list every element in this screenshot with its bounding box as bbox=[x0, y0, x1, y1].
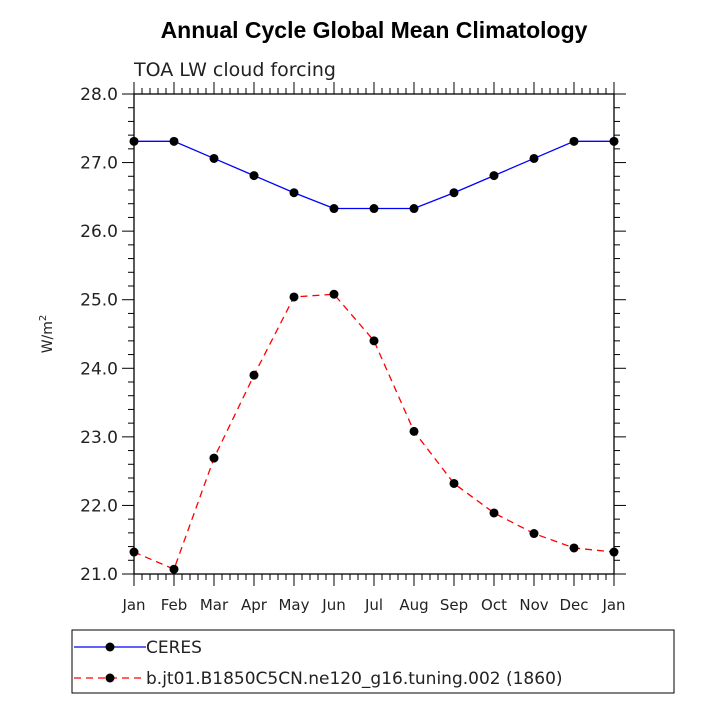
data-point bbox=[569, 136, 579, 146]
data-point bbox=[409, 204, 419, 214]
legend-item-model: b.jt01.B1850C5CN.ne120_g16.tuning.002 (1… bbox=[74, 669, 563, 689]
series-line bbox=[133, 293, 615, 571]
x-tick-label: Jul bbox=[364, 596, 383, 614]
data-point bbox=[169, 564, 179, 574]
series-ceres bbox=[129, 136, 619, 214]
x-tick-label: Sep bbox=[440, 596, 468, 614]
legend-item-ceres: CERES bbox=[74, 638, 202, 658]
data-point bbox=[369, 204, 379, 214]
data-point bbox=[209, 153, 219, 163]
data-point bbox=[569, 543, 579, 553]
x-axis: Jan Feb Mar Apr May Jun Jul Aug Sep Oct Nov Dec Jan bbox=[121, 82, 626, 614]
data-point bbox=[449, 188, 459, 198]
data-point bbox=[209, 453, 219, 463]
x-tick-label: Jan bbox=[121, 596, 145, 614]
y-tick-label: 24.0 bbox=[80, 359, 118, 379]
data-point bbox=[329, 289, 339, 299]
data-point bbox=[129, 547, 139, 557]
data-point bbox=[289, 292, 299, 302]
plot-border bbox=[133, 93, 615, 575]
data-point bbox=[449, 478, 459, 488]
legend-label-ceres: CERES bbox=[146, 638, 202, 658]
data-point bbox=[249, 171, 259, 181]
data-point bbox=[609, 136, 619, 146]
data-point bbox=[409, 426, 419, 436]
data-point bbox=[289, 188, 299, 198]
series-model bbox=[129, 289, 619, 574]
y-tick-label: 25.0 bbox=[80, 291, 118, 311]
data-point bbox=[249, 370, 259, 380]
y-tick-label: 27.0 bbox=[80, 154, 118, 174]
x-tick-label: Jan bbox=[601, 596, 625, 614]
legend-marker-model bbox=[105, 673, 115, 683]
data-point bbox=[129, 136, 139, 146]
x-tick-label: May bbox=[278, 596, 309, 614]
chart-title: Annual Cycle Global Mean Climatology bbox=[161, 17, 588, 43]
plot-frame bbox=[133, 93, 615, 575]
data-point bbox=[369, 336, 379, 346]
chart-subtitle: TOA LW cloud forcing bbox=[133, 59, 336, 81]
data-point bbox=[609, 547, 619, 557]
data-point bbox=[169, 136, 179, 146]
y-tick-label: 26.0 bbox=[80, 222, 118, 242]
y-tick-label: 28.0 bbox=[80, 85, 118, 105]
x-tick-label: Apr bbox=[241, 596, 268, 614]
y-axis: 21.0 22.0 23.0 24.0 25.0 26.0 27.0 28.0 bbox=[80, 85, 626, 585]
x-tick-label: Nov bbox=[519, 596, 548, 614]
y-axis-label: W/m2 bbox=[38, 315, 56, 354]
x-tick-label: Oct bbox=[481, 596, 507, 614]
data-point bbox=[489, 171, 499, 181]
y-tick-label: 21.0 bbox=[80, 565, 118, 585]
legend-label-model: b.jt01.B1850C5CN.ne120_g16.tuning.002 (1… bbox=[146, 669, 563, 689]
x-tick-label: Aug bbox=[399, 596, 428, 614]
y-tick-label: 23.0 bbox=[80, 428, 118, 448]
legend: CERES b.jt01.B1850C5CN.ne120_g16.tuning.… bbox=[71, 629, 675, 694]
data-point bbox=[329, 204, 339, 214]
x-tick-label: Feb bbox=[161, 596, 188, 614]
series-layer bbox=[129, 136, 619, 574]
legend-marker-ceres bbox=[105, 642, 115, 652]
data-point bbox=[529, 529, 539, 539]
y-tick-label: 22.0 bbox=[80, 496, 118, 516]
data-point bbox=[529, 153, 539, 163]
series-line bbox=[134, 140, 614, 210]
x-tick-label: Mar bbox=[200, 596, 229, 614]
x-tick-label: Dec bbox=[559, 596, 588, 614]
data-point bbox=[489, 508, 499, 518]
x-tick-label: Jun bbox=[321, 596, 345, 614]
legend-box bbox=[71, 629, 675, 694]
